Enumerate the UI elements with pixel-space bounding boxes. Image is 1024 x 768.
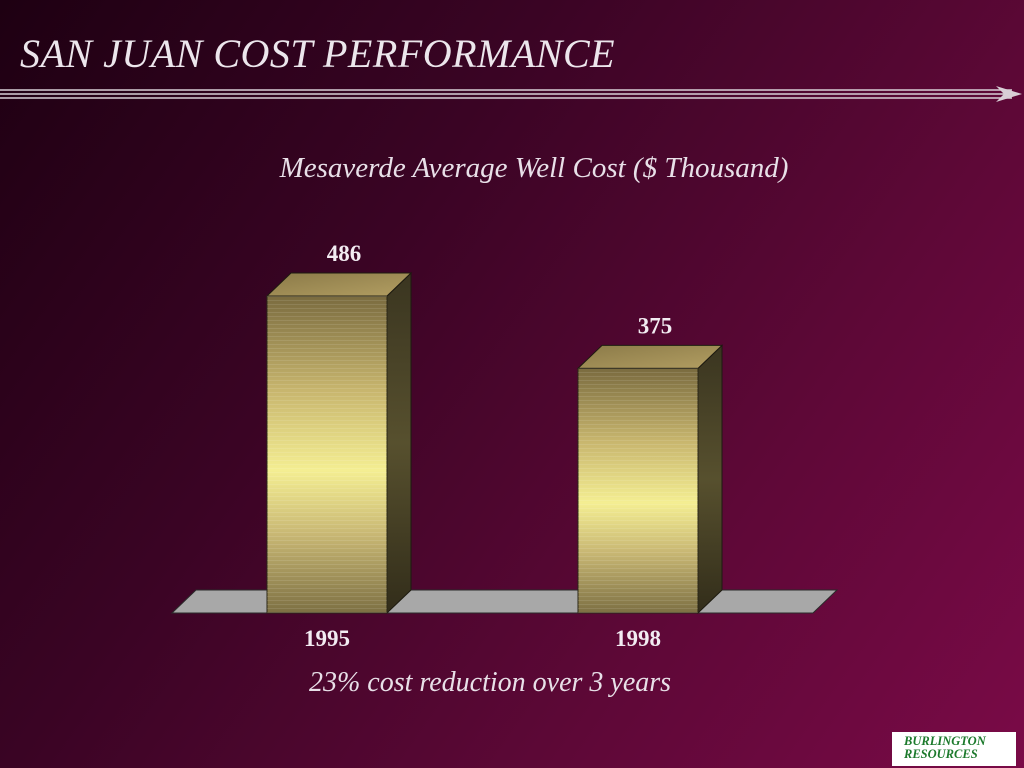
logo-line-2: RESOURCES [904, 747, 978, 761]
slide-title: SAN JUAN COST PERFORMANCE [20, 31, 616, 76]
bar-1995 [265, 271, 413, 615]
bar-texture-1995 [267, 296, 387, 613]
bar-top-1995 [265, 272, 413, 297]
bar-side-1995 [386, 271, 412, 615]
chart-title: Mesaverde Average Well Cost ($ Thousand) [279, 152, 789, 184]
bar-1998 [576, 344, 724, 615]
bar-top-1998 [576, 344, 724, 369]
chart-caption: 23% cost reduction over 3 years [308, 667, 672, 698]
burlington-resources-logo: BURLINGTON RESOURCES [892, 732, 1016, 766]
data-label-1998: 375 [638, 313, 673, 338]
bar-texture-1998 [578, 368, 698, 613]
data-label-1995: 486 [327, 241, 362, 266]
category-label-1995: 1995 [304, 626, 350, 651]
logo-line-1: BURLINGTON [904, 734, 986, 748]
title-divider-arrow [0, 86, 1022, 102]
bar-side-1998 [697, 344, 723, 615]
category-label-1998: 1998 [615, 626, 661, 651]
